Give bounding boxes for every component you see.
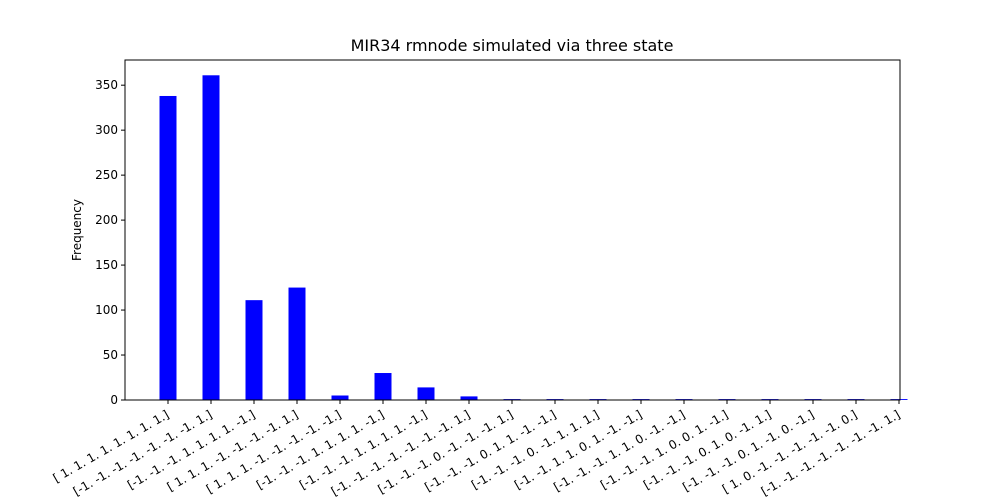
- y-tick-label: 50: [103, 348, 118, 362]
- bar: [202, 75, 220, 400]
- bar: [288, 287, 306, 400]
- y-tick-label: 250: [95, 168, 118, 182]
- y-tick-label: 300: [95, 123, 118, 137]
- y-tick-label: 100: [95, 303, 118, 317]
- bars-group: [159, 75, 908, 401]
- y-tick-label: 350: [95, 78, 118, 92]
- bar: [331, 395, 349, 400]
- bar: [245, 300, 263, 400]
- y-tick-label: 0: [110, 393, 118, 407]
- bar: [159, 95, 177, 401]
- bar: [460, 396, 478, 400]
- y-tick-label: 200: [95, 213, 118, 227]
- bar: [417, 387, 435, 400]
- chart-title: MIR34 rmnode simulated via three state: [351, 36, 674, 55]
- y-tick-label: 150: [95, 258, 118, 272]
- y-ticks-group: 0 50 100 150 200 250 300 350: [95, 78, 125, 407]
- y-axis-label: Frequency: [70, 199, 84, 261]
- plot-frame: [124, 59, 901, 401]
- bar: [374, 373, 392, 400]
